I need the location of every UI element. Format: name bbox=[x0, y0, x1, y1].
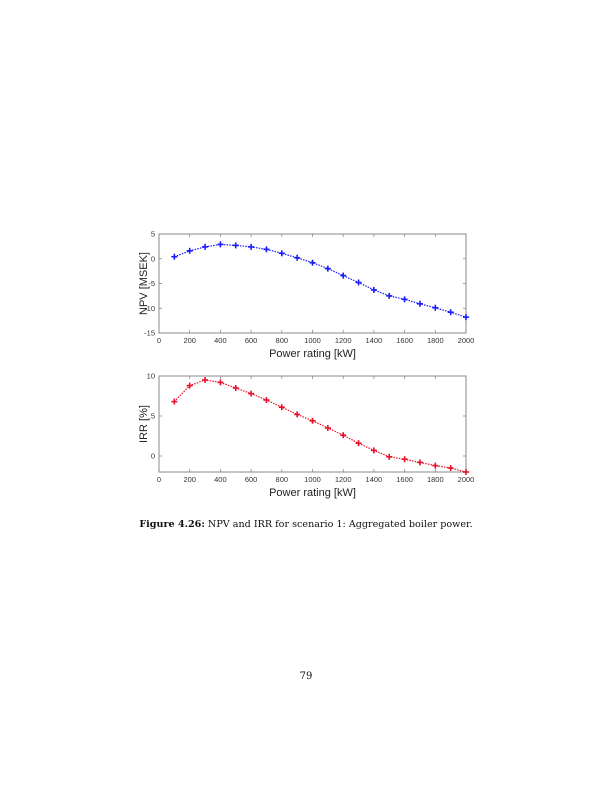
y-tick-label: 0 bbox=[151, 452, 155, 461]
data-point-marker bbox=[463, 314, 469, 321]
y-axis-label: NPV [MSEK] bbox=[138, 252, 150, 315]
x-tick-label: 200 bbox=[183, 336, 196, 345]
figure-caption-text: NPV and IRR for scenario 1: Aggregated b… bbox=[204, 519, 473, 530]
x-axis-label: Power rating [kW] bbox=[269, 487, 356, 499]
page-number: 79 bbox=[299, 671, 313, 682]
x-tick-label: 1800 bbox=[427, 475, 444, 484]
data-point-marker bbox=[416, 459, 423, 466]
y-tick-label: 5 bbox=[151, 412, 155, 421]
y-tick-label: 10 bbox=[147, 372, 155, 381]
data-point-marker bbox=[232, 242, 239, 249]
data-point-marker bbox=[463, 469, 469, 475]
data-point-marker bbox=[278, 250, 285, 257]
data-point-marker bbox=[324, 425, 331, 431]
y-tick-label: -5 bbox=[148, 279, 155, 288]
x-tick-label: 1600 bbox=[396, 475, 413, 484]
plot-area bbox=[158, 233, 467, 334]
x-tick-label: 1600 bbox=[396, 336, 413, 345]
x-tick-label: 400 bbox=[214, 475, 227, 484]
data-point-marker bbox=[386, 292, 393, 299]
data-point-marker bbox=[432, 304, 439, 311]
x-tick-label: 1200 bbox=[335, 475, 352, 484]
y-tick-label: 5 bbox=[151, 230, 155, 239]
y-tick-label: -15 bbox=[144, 329, 155, 338]
data-point-marker bbox=[386, 453, 393, 460]
data-point-marker bbox=[447, 465, 454, 471]
x-tick-label: 0 bbox=[157, 336, 161, 345]
data-line bbox=[173, 379, 467, 473]
y-tick-label: -10 bbox=[144, 304, 155, 313]
x-tick-label: 600 bbox=[245, 336, 258, 345]
figure-caption: Figure 4.26: NPV and IRR for scenario 1:… bbox=[0, 519, 612, 530]
data-point-marker bbox=[340, 272, 347, 279]
data-point-marker bbox=[447, 309, 454, 316]
npv-chart: 0 200 400 600 800 1000 1200 1400 1600 1800 2000 -15… bbox=[138, 230, 474, 361]
data-point-marker bbox=[217, 379, 224, 386]
data-point-marker bbox=[248, 390, 255, 397]
data-point-marker bbox=[309, 417, 316, 424]
data-point-marker bbox=[202, 377, 209, 383]
data-point-marker bbox=[340, 432, 347, 439]
data-point-marker bbox=[416, 300, 423, 307]
data-point-marker bbox=[186, 382, 193, 389]
x-tick-label: 1000 bbox=[304, 336, 321, 345]
data-point-marker bbox=[232, 385, 239, 391]
data-point-marker bbox=[370, 447, 377, 454]
x-tick-label: 800 bbox=[276, 336, 289, 345]
x-tick-label: 0 bbox=[157, 475, 161, 484]
x-tick-label: 2000 bbox=[458, 475, 475, 484]
x-axis-label: Power rating [kW] bbox=[269, 348, 356, 360]
x-tick-label: 1400 bbox=[366, 475, 383, 484]
data-point-marker bbox=[171, 398, 178, 405]
x-tick-label: 400 bbox=[214, 336, 227, 345]
data-point-marker bbox=[171, 253, 178, 260]
y-tick-label: 0 bbox=[151, 254, 155, 263]
x-tick-label: 1800 bbox=[427, 336, 444, 345]
x-tick-label: 1400 bbox=[366, 336, 383, 345]
figure-caption-label: Figure 4.26: bbox=[139, 519, 205, 530]
data-point-marker bbox=[355, 440, 362, 447]
data-point-marker bbox=[263, 246, 270, 253]
x-tick-label: 200 bbox=[183, 475, 196, 484]
data-point-marker bbox=[401, 296, 408, 303]
plot-area bbox=[158, 375, 467, 473]
irr-chart: 0 200 400 600 800 1000 1200 1400 1600 1800 2000 0 5 1… bbox=[138, 372, 474, 500]
x-tick-label: 2000 bbox=[458, 336, 475, 345]
x-tick-label: 1200 bbox=[335, 336, 352, 345]
data-point-marker bbox=[370, 286, 377, 293]
y-axis-label: IRR [%] bbox=[138, 405, 150, 443]
x-tick-label: 600 bbox=[245, 475, 258, 484]
data-point-marker bbox=[263, 397, 270, 403]
data-point-marker bbox=[186, 247, 193, 254]
data-point-marker bbox=[217, 241, 224, 248]
data-point-marker bbox=[401, 456, 408, 463]
data-point-marker bbox=[324, 265, 331, 272]
data-point-marker bbox=[294, 411, 301, 418]
data-point-marker bbox=[432, 462, 439, 469]
data-point-marker bbox=[309, 259, 316, 266]
data-point-marker bbox=[294, 254, 301, 261]
data-point-marker bbox=[202, 243, 209, 250]
x-tick-label: 1000 bbox=[304, 475, 321, 484]
data-point-marker bbox=[355, 279, 362, 286]
data-point-marker bbox=[278, 404, 285, 411]
x-tick-label: 800 bbox=[276, 475, 289, 484]
data-point-marker bbox=[248, 243, 255, 250]
